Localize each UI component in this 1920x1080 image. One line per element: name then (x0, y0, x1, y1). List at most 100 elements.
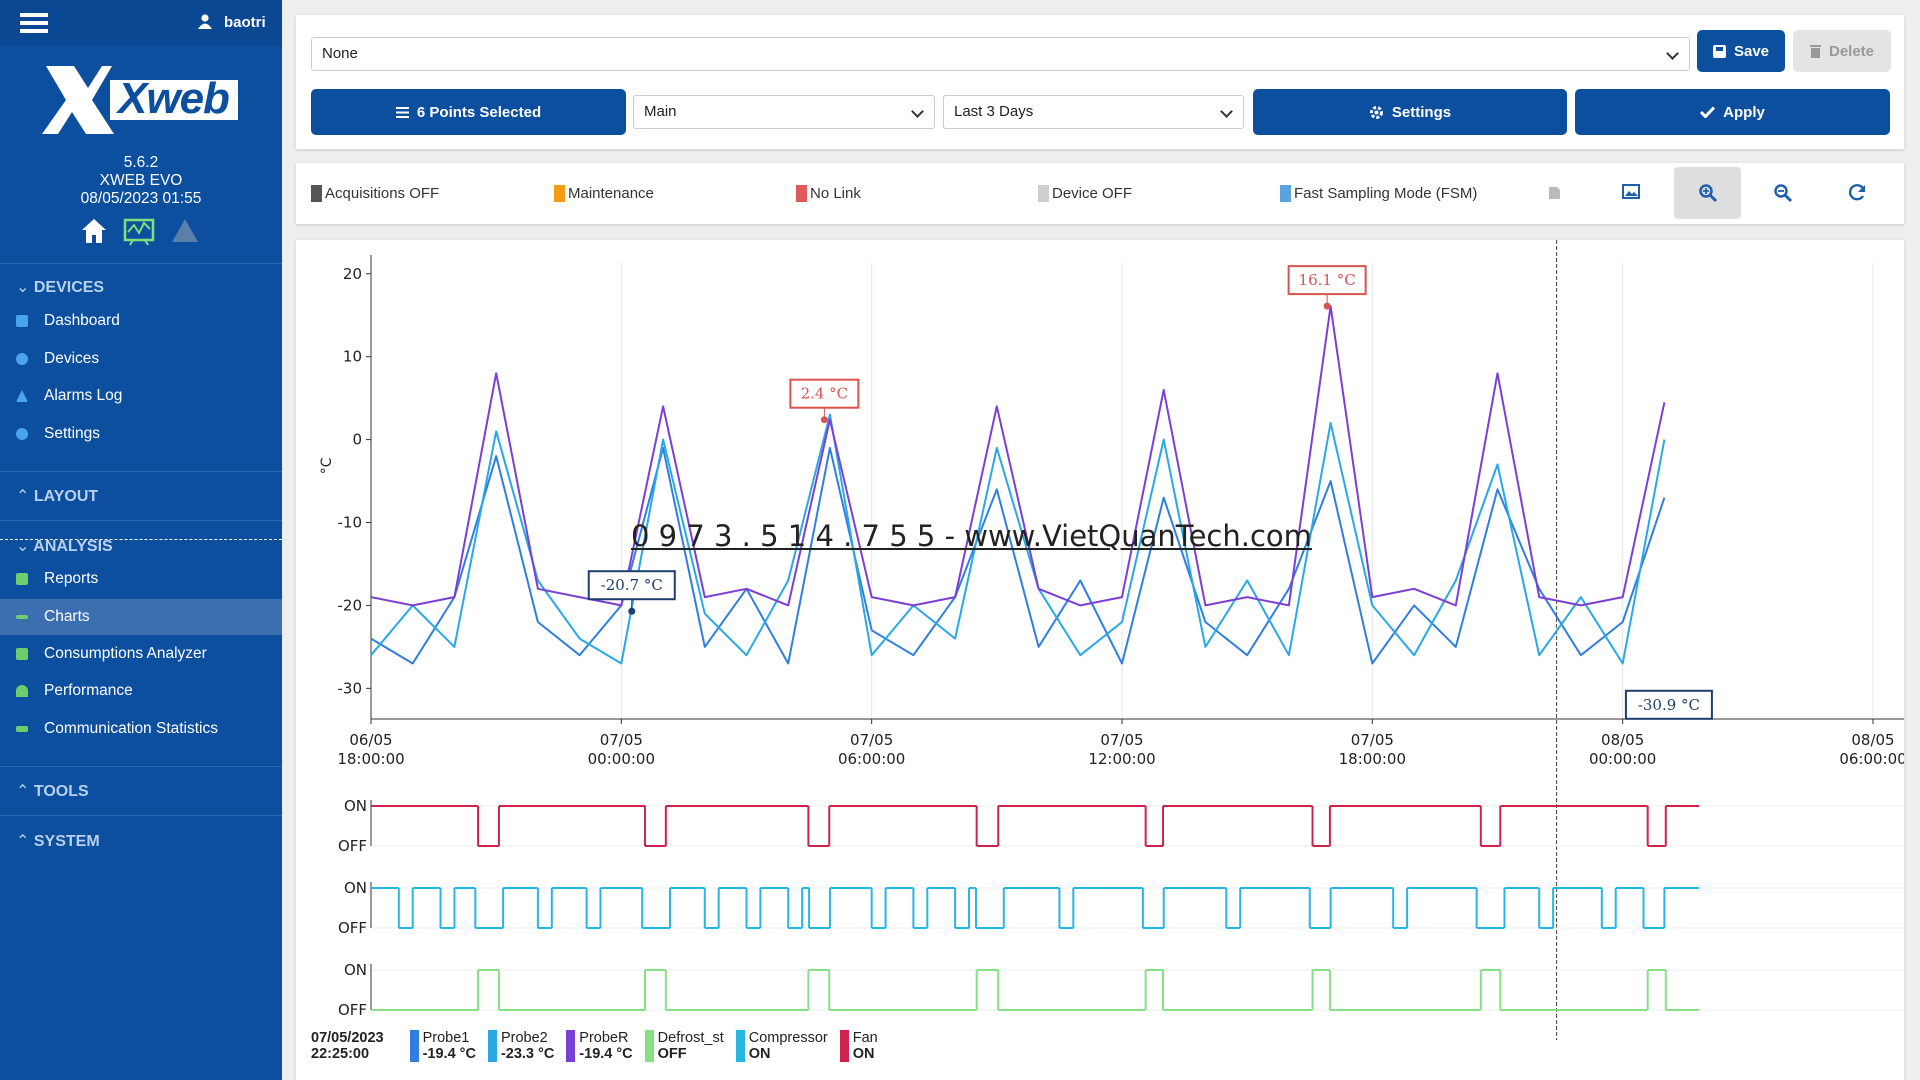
logo: Xweb (40, 62, 240, 136)
series-line (370, 413, 1666, 665)
legend-item: Device OFF (1038, 185, 1132, 202)
user-icon (198, 14, 212, 29)
export-icon[interactable] (1546, 183, 1566, 201)
section-label: ANALYSIS (33, 538, 113, 555)
report-select[interactable]: None (311, 37, 1690, 71)
nav-item[interactable]: Charts (0, 599, 282, 635)
status-icons (82, 218, 198, 246)
readout-name: Defrost_st (657, 1030, 724, 1046)
section-label: SYSTEM (33, 833, 100, 850)
section-title[interactable]: ⌄ ANALYSIS (16, 538, 113, 555)
readout-swatch (735, 1030, 745, 1062)
user-name[interactable]: baotri (224, 14, 266, 31)
legend-swatch (1280, 185, 1291, 202)
section-title[interactable]: ⌄ DEVICES (16, 279, 105, 296)
version: 5.6.2 (123, 154, 159, 171)
nav-item[interactable]: Reports (0, 561, 282, 597)
legend-item: Acquisitions OFF (311, 185, 439, 202)
readout-value: ON (748, 1046, 771, 1062)
nav-item[interactable]: Devices (0, 341, 282, 377)
section-label: TOOLS (33, 783, 89, 800)
readout-swatch (566, 1030, 576, 1062)
range-select[interactable]: Last 3 Days (943, 95, 1244, 129)
readout-value: OFF (657, 1046, 687, 1062)
nav-item[interactable]: Alarms Log (0, 378, 282, 414)
readout-name: Compressor (748, 1030, 828, 1046)
readout-item: Probe1 -19.4 °C (409, 1030, 476, 1062)
version-block: 5.6.2 XWEB EVO 08/05/2023 01:55 (0, 154, 282, 208)
button-label: Delete (1828, 42, 1875, 60)
nav-item[interactable]: Performance (0, 673, 282, 709)
section-title[interactable]: ⌃ TOOLS (16, 783, 89, 800)
readout-text: Fan ON (853, 1030, 878, 1062)
legend-swatch (1038, 185, 1049, 202)
readout-text: Probe2 -23.3 °C (501, 1030, 554, 1062)
nav-label: Communication Statistics (44, 720, 219, 737)
readout-item: Defrost_st OFF (644, 1030, 724, 1062)
zoom-in-active[interactable] (1674, 167, 1741, 219)
nav-item[interactable]: Communication Statistics (0, 711, 282, 747)
image-icon[interactable] (1622, 184, 1642, 200)
readout-swatch (409, 1030, 419, 1062)
settings-button[interactable]: Settings (1253, 89, 1567, 135)
cursor-readout: 07/05/2023 22:25:00 Probe1 -19.4 °C Probe2… (311, 1030, 878, 1062)
x-tick-label: 07/05 18:00:00 (1338, 731, 1407, 768)
legend-label: Maintenance (568, 185, 654, 202)
apply-button[interactable]: Apply (1575, 89, 1890, 135)
y-tick-label: ON (344, 797, 367, 815)
nav-item[interactable]: Consumptions Analyzer (0, 636, 282, 672)
readout-value: -23.3 °C (500, 1046, 555, 1062)
annotation-label: 16.1 °C (1299, 271, 1356, 289)
divider (0, 815, 282, 816)
nav-item[interactable]: Dashboard (0, 303, 282, 339)
delete-button[interactable]: Delete (1793, 30, 1891, 72)
view-select[interactable]: Main (633, 95, 935, 129)
readout-name: Probe2 (500, 1030, 548, 1046)
y-tick-label: -10 (338, 514, 363, 532)
nav-label: Alarms Log (44, 387, 123, 404)
legend-swatch (554, 185, 565, 202)
readout-swatch (644, 1030, 654, 1062)
series-line (370, 446, 1666, 665)
y-tick-label: -20 (338, 596, 363, 614)
y-tick-label: -30 (338, 679, 363, 697)
watermark: 0 9 7 3 . 5 1 4 . 7 5 5 - www.VietQuanTe… (631, 519, 1312, 553)
legend-label: Fast Sampling Mode (FSM) (1294, 185, 1478, 202)
points-button[interactable]: 6 Points Selected (311, 89, 626, 135)
legend-item: Maintenance (554, 185, 654, 202)
section-label: DEVICES (33, 279, 105, 296)
section-label: LAYOUT (33, 488, 99, 505)
nav-item[interactable]: Settings (0, 416, 282, 452)
list-icon (395, 106, 409, 118)
y-axis-label: °C (319, 457, 335, 474)
y-tick-label: OFF (338, 919, 367, 937)
y-tick-label: ON (344, 879, 367, 897)
divider (0, 520, 282, 521)
zoom-in-icon[interactable] (1698, 183, 1718, 203)
annotation-label: -20.7 °C (601, 576, 663, 594)
section-title[interactable]: ⌃ SYSTEM (16, 833, 100, 850)
readout-value: -19.4 °C (579, 1046, 633, 1062)
section-title[interactable]: ⌃ LAYOUT (16, 488, 99, 505)
readout-item: ProbeR -19.4 °C (566, 1030, 633, 1062)
legend-swatch (796, 185, 807, 202)
readout-text: ProbeR -19.4 °C (579, 1030, 632, 1062)
series-line (370, 305, 1666, 607)
y-tick-label: 10 (343, 348, 362, 366)
y-tick-label: OFF (338, 837, 367, 855)
menu-button[interactable] (20, 11, 48, 35)
nav-label: Charts (44, 608, 90, 625)
x-tick-label: 08/05 00:00:00 (1588, 731, 1657, 768)
readout-text: Compressor ON (749, 1030, 828, 1062)
nav-label: Settings (44, 425, 101, 442)
save-button[interactable]: Save (1697, 30, 1785, 72)
status-legend: Acquisitions OFF Maintenance No Link Device… (296, 163, 1904, 224)
y-tick-label: OFF (338, 1001, 367, 1019)
legend-swatch (311, 185, 322, 202)
annotation-label: 2.4 °C (801, 385, 849, 403)
toolbar: None Save Delete 6 Points Selected Main … (296, 15, 1904, 149)
zoom-out-icon[interactable] (1773, 183, 1793, 203)
logo-text: Xweb (118, 74, 230, 123)
refresh-icon[interactable] (1848, 183, 1868, 203)
divider (0, 263, 282, 264)
